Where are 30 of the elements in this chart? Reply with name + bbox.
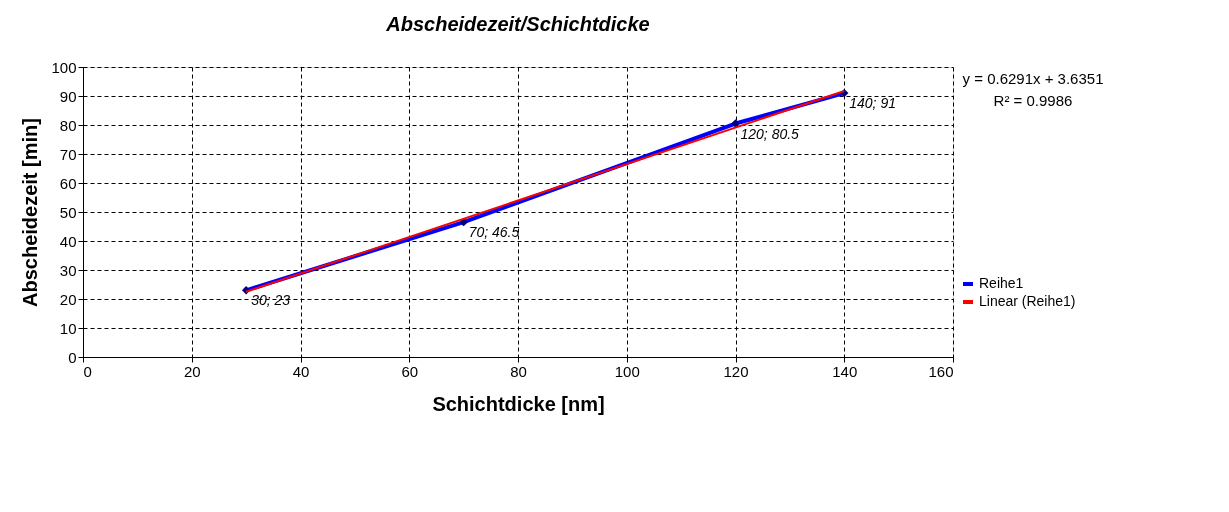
text: y = 0.6291x + 3.6351 <box>962 70 1104 87</box>
x-tick-label: 100 <box>614 362 640 380</box>
data-label: 140; 91 <box>849 95 896 112</box>
x-tick-label: 140 <box>832 362 858 380</box>
data-label: 120; 80.5 <box>740 125 800 142</box>
data-label: 70; 46.5 <box>468 224 520 241</box>
y-axis-title: Abscheidezeit [min] <box>19 118 42 307</box>
legend-label: Linear (Reihe1) <box>979 293 1076 309</box>
x-axis-title: Schichtdicke [nm] <box>432 392 605 415</box>
y-tick-label: 60 <box>59 174 77 192</box>
x-tick-label: 120 <box>723 362 749 380</box>
x-tick-label: 80 <box>510 362 527 380</box>
y-tick-label: 40 <box>59 232 77 250</box>
y-tick-label: 50 <box>59 203 77 221</box>
x-tick-label: 160 <box>928 362 954 380</box>
y-tick-label: 10 <box>59 319 77 337</box>
y-tick-label: 80 <box>59 116 77 134</box>
legend-label: Reihe1 <box>979 275 1024 291</box>
chart-title: Abscheidezeit/Schichtdicke <box>385 13 650 35</box>
y-tick-label: 90 <box>59 87 77 105</box>
y-tick-label: 70 <box>59 145 77 163</box>
y-tick-label: 30 <box>59 261 77 279</box>
x-tick-label: 60 <box>401 362 419 380</box>
x-tick-label: 20 <box>183 362 201 380</box>
text: R² = 0.9986 <box>993 92 1073 109</box>
y-tick-label: 100 <box>51 58 77 76</box>
y-tick-label: 20 <box>59 290 77 308</box>
x-tick-label: 40 <box>292 362 310 380</box>
y-tick-label: 0 <box>68 348 77 366</box>
x-tick-label: 0 <box>83 362 92 380</box>
